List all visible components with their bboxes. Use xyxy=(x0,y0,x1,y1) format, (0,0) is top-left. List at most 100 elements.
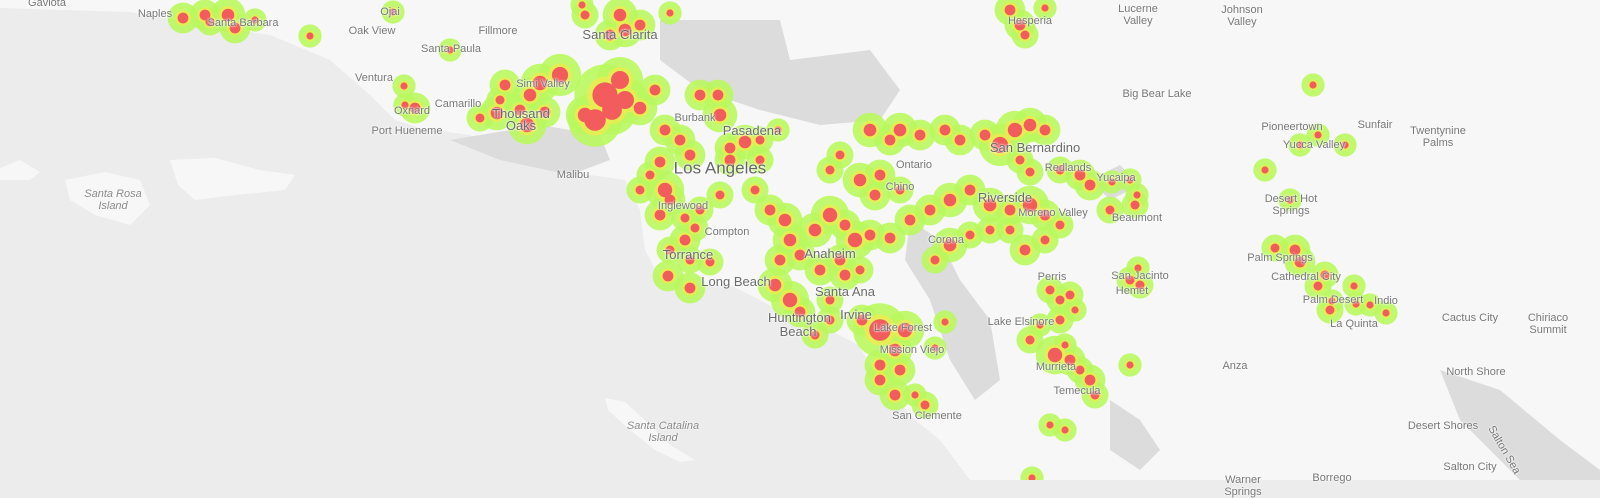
heat-core-point xyxy=(839,219,851,231)
heat-core-point xyxy=(205,17,215,27)
heat-core-point xyxy=(1320,270,1330,280)
heat-core-point xyxy=(931,344,939,352)
heat-core-point xyxy=(1366,301,1374,309)
label-ontario: Ontario xyxy=(895,159,933,171)
heat-core-point xyxy=(665,245,675,255)
heat-core-point xyxy=(884,232,896,244)
label-santa-ana: Santa Ana xyxy=(815,284,875,299)
heat-core-point xyxy=(764,204,776,216)
heat-core-point xyxy=(409,102,421,114)
santa-catalina-island xyxy=(605,398,695,462)
label-beaumont: Beaumont xyxy=(1111,212,1163,224)
label-san-clemente: San Clemente xyxy=(892,410,962,422)
heat-core-point xyxy=(1075,365,1085,375)
heat-core-point xyxy=(221,8,235,22)
label-temecula: Temecula xyxy=(1053,385,1101,397)
heat-core-point xyxy=(680,213,690,223)
label-anza: Anza xyxy=(1222,360,1248,372)
heat-core-point xyxy=(1382,309,1390,317)
heat-core-point xyxy=(645,170,655,180)
heat-core-point xyxy=(532,75,548,91)
heat-core-point xyxy=(983,198,997,212)
label-malibu: Malibu xyxy=(556,169,590,181)
heat-core-point xyxy=(490,106,504,120)
heat-core-point xyxy=(577,107,593,123)
heat-core-point xyxy=(778,213,792,227)
heat-core-point xyxy=(1294,256,1306,268)
heat-core-point xyxy=(229,22,241,34)
label-hesperia: Hesperia xyxy=(1007,15,1053,27)
heat-core-point xyxy=(1014,19,1026,31)
heat-core-point xyxy=(654,156,666,168)
heat-core-point xyxy=(177,12,189,24)
heat-core-point xyxy=(705,257,715,267)
label-redlands: Redlands xyxy=(1044,162,1092,174)
heat-core-point xyxy=(1074,169,1086,181)
heat-core-point xyxy=(616,91,634,109)
heat-core-point xyxy=(1015,155,1025,165)
label-lake-forest: Lake Forest xyxy=(873,322,933,334)
heat-core-point xyxy=(1090,390,1100,400)
label-los-angeles: Los Angeles xyxy=(673,158,767,178)
heat-core-point xyxy=(1328,297,1336,305)
heat-core-point xyxy=(750,185,760,195)
heat-core-point xyxy=(1105,205,1115,215)
label-pioneertown: Pioneertown xyxy=(1261,121,1323,133)
label-cactus-city: Cactus City xyxy=(1441,312,1499,324)
label-gaviota: Gaviota xyxy=(28,0,66,9)
heat-core-point xyxy=(782,292,798,308)
heat-core-point xyxy=(1314,131,1322,139)
heat-core-point xyxy=(1289,244,1301,256)
heat-core-point xyxy=(724,154,736,166)
heat-core-point xyxy=(1005,225,1015,235)
label-camarillo: Camarillo xyxy=(434,98,482,110)
heat-core-point xyxy=(1019,244,1031,256)
heat-core-point xyxy=(914,129,926,141)
heat-core-point xyxy=(1071,306,1079,314)
heat-core-point xyxy=(1309,81,1317,89)
label-san-bernardino: San Bernardino xyxy=(989,140,1081,155)
label-la-quinta: La Quinta xyxy=(1330,318,1378,330)
heat-core-point xyxy=(580,10,590,20)
heat-core-point xyxy=(519,117,535,133)
map-canvas[interactable] xyxy=(0,0,1600,480)
heat-core-point xyxy=(1022,197,1038,213)
heat-core-point xyxy=(904,214,916,226)
heat-core-point xyxy=(911,391,919,399)
label-moreno-valley: Moreno Valley xyxy=(1018,207,1088,219)
heat-core-point xyxy=(514,104,526,116)
label-ojai: Ojai xyxy=(380,6,400,18)
label-santa-catalina-island: Santa Catalina Island xyxy=(626,420,700,444)
heat-core-point xyxy=(863,123,877,137)
label-lake-elsinore: Lake Elsinore xyxy=(987,316,1055,328)
heat-core-point xyxy=(446,46,454,54)
heat-core-point xyxy=(251,16,259,24)
label-santa-rosa-island: Santa Rosa Island xyxy=(84,188,142,212)
heat-core-point xyxy=(1061,341,1069,349)
label-oxnard: Oxnard xyxy=(393,105,431,117)
heat-core-point xyxy=(685,255,695,265)
heat-core-point xyxy=(768,278,782,292)
heat-core-point xyxy=(825,315,835,325)
label-lucerne-valley: Lucerne Valley xyxy=(1118,3,1158,27)
heat-core-point xyxy=(1108,178,1116,186)
heat-core-point xyxy=(1055,315,1065,325)
heat-core-point xyxy=(1025,335,1035,345)
heat-core-point xyxy=(1055,220,1065,230)
heat-core-point xyxy=(1039,209,1051,221)
label-hemet: Hemet xyxy=(1115,285,1149,297)
heat-core-point xyxy=(1055,295,1065,305)
heat-core-point xyxy=(306,32,314,40)
heat-core-point xyxy=(523,88,537,102)
heat-core-point xyxy=(1045,285,1055,295)
heat-core-point xyxy=(679,234,691,246)
heat-core-point xyxy=(475,113,485,123)
heat-core-point xyxy=(855,265,865,275)
label-desert-hot-springs: Desert Hot Springs xyxy=(1264,193,1318,217)
label-oak-view: Oak View xyxy=(348,25,396,37)
heat-core-point xyxy=(814,264,826,276)
label-chiriaco-summit: Chiriaco Summit xyxy=(1527,312,1569,336)
heat-core-point xyxy=(694,89,706,101)
heat-core-point xyxy=(964,184,976,196)
heat-core-point xyxy=(869,319,891,341)
